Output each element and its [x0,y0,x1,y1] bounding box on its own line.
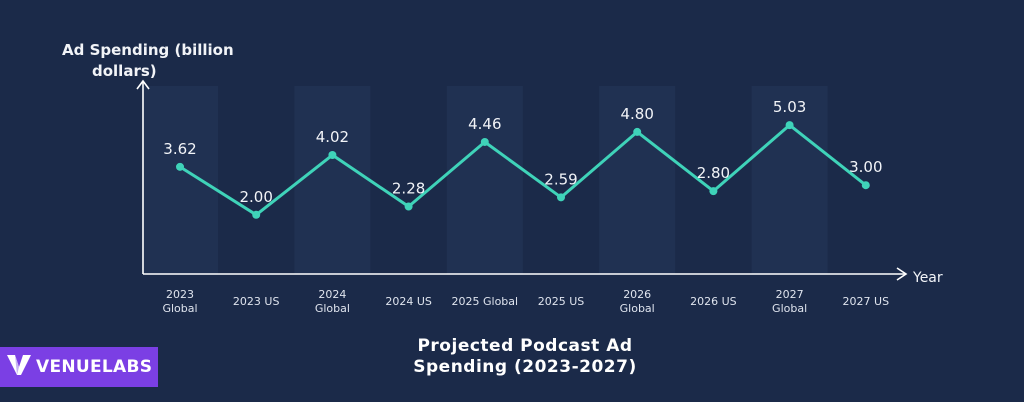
data-label: 3.62 [163,140,196,158]
y-axis-label-line2: dollars) [92,62,157,80]
x-tick-label: Global [315,302,350,315]
x-tick-label: 2025 US [538,295,585,308]
x-axis-label: Year [912,270,943,286]
data-labels: 3.62 2.00 4.02 2.28 4.46 2.59 4.80 2.80 5.03 3.00 [163,98,882,206]
chart-title-line2: Spending (2023-2027) [413,357,637,377]
x-tick-label: 2023 US [233,295,280,308]
data-point [861,181,870,190]
x-tick-label: 2027 US [843,295,890,308]
x-tick-label: Global [620,302,655,315]
x-tick-label: 2027 [776,288,804,301]
data-label: 2.00 [239,188,272,206]
data-label: 5.03 [773,98,806,116]
venuelabs-v-icon [6,353,32,381]
x-tick-label: Global [162,302,197,315]
data-label: 2.59 [544,170,577,188]
category-band [599,86,676,274]
chart-title: Projected Podcast Ad Spending (2023-2027… [360,336,690,378]
data-point [328,151,337,160]
category-band [446,86,523,274]
series-line [179,123,867,217]
y-axis-label-line1: Ad Spending (billion [62,41,234,59]
data-points [176,121,870,219]
chart-title-line1: Projected Podcast Ad [417,336,633,356]
logo-word-venue: VENUE [36,357,102,377]
x-tick-label: 2024 [318,288,346,301]
line-chart: Ad Spending (billion dollars) Year 3.62 2… [62,41,943,315]
x-tick-label: 2026 US [690,295,737,308]
data-point [557,193,565,202]
data-label: 3.00 [849,158,882,176]
data-point [252,210,261,219]
data-label: 4.80 [620,105,653,123]
data-point [633,127,642,136]
data-label: 4.46 [468,115,501,133]
venuelabs-logo: VENUELABS [0,347,158,387]
x-tick-label: 2026 [623,288,651,301]
x-tick-label: 2024 US [385,295,432,308]
y-axis-arrow [136,79,150,90]
data-point [176,162,184,171]
logo-word-labs: LABS [101,357,153,377]
x-tick-label: Global [772,302,807,315]
x-tick-label: 2023 [166,288,194,301]
data-label: 2.28 [392,180,425,198]
data-point [785,121,794,130]
data-label: 2.80 [697,164,730,182]
data-point [480,137,489,146]
category-band [751,86,828,274]
category-band [294,86,371,274]
data-point [709,187,718,196]
data-label: 4.02 [316,128,349,146]
x-axis-arrow [896,267,908,281]
category-band [142,86,218,274]
x-tick-label: 2025 Global [452,295,519,308]
logo-wordmark: VENUELABS [36,357,152,377]
data-point [404,202,413,211]
category-bands [142,86,828,274]
